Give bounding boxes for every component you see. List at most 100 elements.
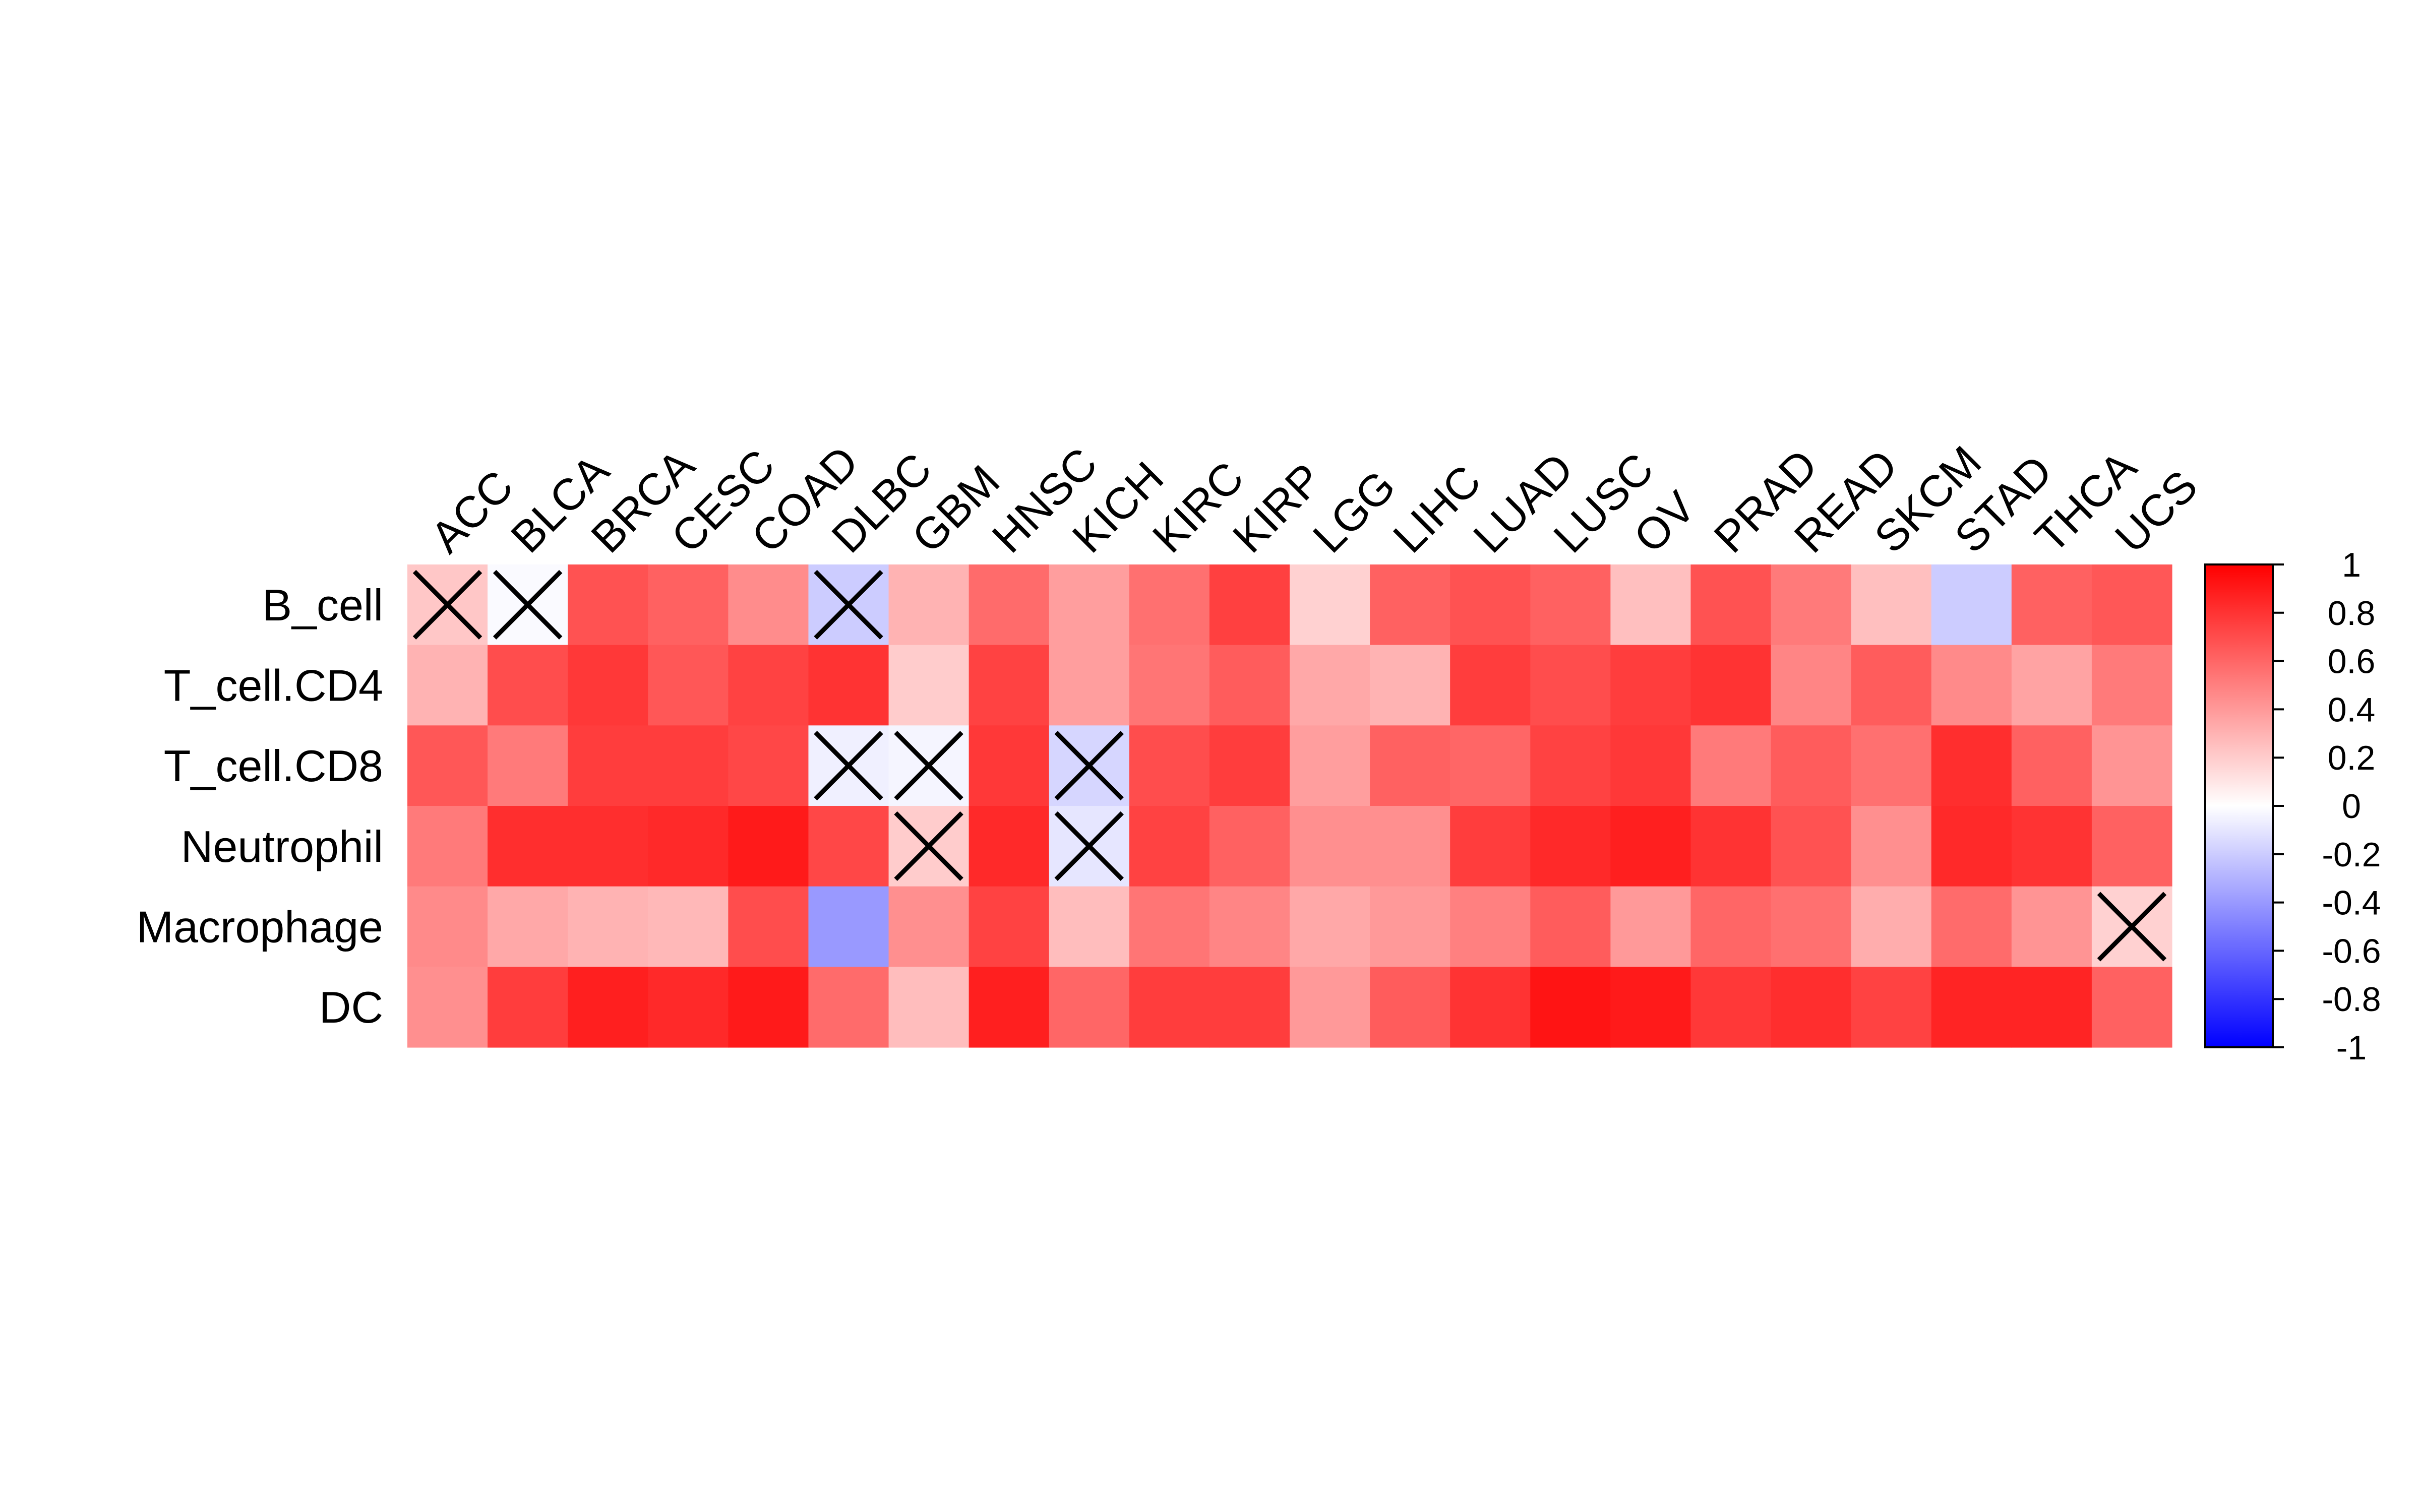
heatmap-cell-Neutrophil-LGG [1290, 806, 1370, 887]
heatmap-cell-DC-KIRP [1209, 967, 1290, 1048]
heatmap-cell-Neutrophil-OV [1610, 806, 1691, 887]
heatmap-cell-Macrophage-LUAD [1450, 886, 1531, 967]
heatmap-cell-T_cell.CD8-OV [1610, 725, 1691, 806]
heatmap-cell-T_cell.CD8-LGG [1290, 725, 1370, 806]
heatmap-cell-T_cell.CD4-UCS [2091, 645, 2172, 726]
heatmap-cell-B_cell-BRCA [568, 564, 648, 646]
heatmap-cell-B_cell-KIRP [1209, 564, 1290, 646]
heatmap-cell-T_cell.CD8-KIRC [1129, 725, 1210, 806]
heatmap-cell-Neutrophil-COAD [728, 806, 809, 887]
cross-mark-Neutrophil-GBM [894, 811, 963, 881]
column-label-ACC: ACC [421, 461, 522, 562]
heatmap-cell-T_cell.CD8-UCS [2091, 725, 2172, 806]
heatmap-cell-DC-HNSC [969, 967, 1050, 1048]
heatmap-cell-Neutrophil-KIRP [1209, 806, 1290, 887]
heatmap-cell-T_cell.CD4-COAD [728, 645, 809, 726]
heatmap-cell-DC-PRAD [1690, 967, 1772, 1048]
cross-mark-Macrophage-UCS [2097, 892, 2167, 962]
heatmap-cell-T_cell.CD4-THCA [2011, 645, 2092, 726]
heatmap-cell-T_cell.CD8-THCA [2011, 725, 2092, 806]
heatmap-cell-T_cell.CD4-PRAD [1690, 645, 1772, 726]
heatmap-cell-Neutrophil-SKCM [1851, 806, 1932, 887]
heatmap-cell-T_cell.CD4-READ [1771, 645, 1852, 726]
heatmap-cell-T_cell.CD4-KIRP [1209, 645, 1290, 726]
heatmap-cell-Neutrophil-DLBC [808, 806, 889, 887]
heatmap-cell-Neutrophil-READ [1771, 806, 1852, 887]
heatmap-cell-Neutrophil-CESC [648, 806, 729, 887]
heatmap-cell-B_cell-OV [1610, 564, 1691, 646]
heatmap-cell-Macrophage-BLCA [488, 886, 568, 967]
cross-mark-B_cell-ACC [412, 570, 482, 640]
heatmap-cell-T_cell.CD4-DLBC [808, 645, 889, 726]
heatmap-cell-T_cell.CD8-LIHC [1370, 725, 1450, 806]
heatmap-cell-T_cell.CD8-PRAD [1690, 725, 1772, 806]
heatmap-cell-DC-LIHC [1370, 967, 1450, 1048]
heatmap-cell-T_cell.CD4-GBM [888, 645, 970, 726]
heatmap-cell-T_cell.CD4-SKCM [1851, 645, 1932, 726]
heatmap-cell-T_cell.CD4-LGG [1290, 645, 1370, 726]
heatmap-cell-Neutrophil-LUSC [1530, 806, 1611, 887]
heatmap-cell-T_cell.CD4-LUSC [1530, 645, 1611, 726]
heatmap-cell-DC-THCA [2011, 967, 2092, 1048]
heatmap-cell-B_cell-LUAD [1450, 564, 1531, 646]
cross-mark-Neutrophil-KICH [1054, 811, 1124, 881]
heatmap-cell-B_cell-GBM [888, 564, 970, 646]
heatmap-cell-Macrophage-LIHC [1370, 886, 1450, 967]
heatmap-cell-DC-LUSC [1530, 967, 1611, 1048]
heatmap-cell-DC-KIRC [1129, 967, 1210, 1048]
heatmap-cell-T_cell.CD4-ACC [407, 645, 488, 726]
heatmap-cell-T_cell.CD8-COAD [728, 725, 809, 806]
heatmap-cell-B_cell-UCS [2091, 564, 2172, 646]
heatmap-cell-DC-COAD [728, 967, 809, 1048]
heatmap-cell-Macrophage-BRCA [568, 886, 648, 967]
row-label-Neutrophil: Neutrophil [181, 822, 383, 871]
heatmap-cell-DC-STAD [1931, 967, 2012, 1048]
heatmap-cell-DC-KICH [1049, 967, 1130, 1048]
heatmap-cell-DC-UCS [2091, 967, 2172, 1048]
row-label-T_cell.CD4: T_cell.CD4 [164, 661, 383, 711]
heatmap-cell-Macrophage-GBM [888, 886, 970, 967]
row-label-B_cell: B_cell [262, 580, 383, 630]
column-labels: ACCBLCABRCACESCCOADDLBCGBMHNSCKICHKIRCKI… [421, 436, 2207, 562]
heatmap-cell-DC-LGG [1290, 967, 1370, 1048]
heatmap-cell-DC-BLCA [488, 967, 568, 1048]
heatmap-cell-DC-OV [1610, 967, 1691, 1048]
colorbar-tick-label: 0 [2342, 787, 2361, 826]
heatmap-cell-T_cell.CD8-HNSC [969, 725, 1050, 806]
heatmap-cell-Macrophage-LGG [1290, 886, 1370, 967]
row-labels: B_cell T_cell.CD4 T_cell.CD8 Neutrophil Macr… [137, 580, 383, 1032]
heatmap-cell-T_cell.CD8-CESC [648, 725, 729, 806]
heatmap-cell-DC-SKCM [1851, 967, 1932, 1048]
colorbar-tick-label: 0.6 [2328, 643, 2376, 681]
heatmap-cell-Macrophage-KIRP [1209, 886, 1290, 967]
heatmap-cell-B_cell-HNSC [969, 564, 1050, 646]
heatmap-cell-T_cell.CD4-KICH [1049, 645, 1130, 726]
heatmap-cell-Macrophage-STAD [1931, 886, 2012, 967]
column-label-KIRC: KIRC [1143, 452, 1253, 562]
heatmap-cell-B_cell-READ [1771, 564, 1852, 646]
heatmap-cell-DC-READ [1771, 967, 1852, 1048]
heatmap-cell-T_cell.CD8-BRCA [568, 725, 648, 806]
heatmap-cell-B_cell-COAD [728, 564, 809, 646]
heatmap-cell-T_cell.CD4-STAD [1931, 645, 2012, 726]
heatmap-cell-Neutrophil-LUAD [1450, 806, 1531, 887]
colorbar-tick-label: -0.8 [2322, 980, 2381, 1019]
heatmap-cell-B_cell-STAD [1931, 564, 2012, 646]
heatmap-cell-T_cell.CD8-LUAD [1450, 725, 1531, 806]
colorbar-tick-label: 0.8 [2328, 594, 2376, 633]
heatmap-cell-T_cell.CD8-KIRP [1209, 725, 1290, 806]
heatmap-cell-T_cell.CD4-LIHC [1370, 645, 1450, 726]
heatmap-cell-Macrophage-ACC [407, 886, 488, 967]
heatmap-cell-B_cell-LGG [1290, 564, 1370, 646]
heatmap-cell-DC-DLBC [808, 967, 889, 1048]
heatmap-cell-Neutrophil-STAD [1931, 806, 2012, 887]
heatmap-cell-Neutrophil-PRAD [1690, 806, 1772, 887]
heatmap-cell-Macrophage-PRAD [1690, 886, 1772, 967]
heatmap-cell-Macrophage-COAD [728, 886, 809, 967]
heatmap-cell-Neutrophil-THCA [2011, 806, 2092, 887]
heatmap-cell-T_cell.CD8-STAD [1931, 725, 2012, 806]
row-label-DC: DC [319, 982, 383, 1032]
heatmap-cell-Macrophage-SKCM [1851, 886, 1932, 967]
heatmap-cell-Macrophage-LUSC [1530, 886, 1611, 967]
heatmap-cell-B_cell-LUSC [1530, 564, 1611, 646]
